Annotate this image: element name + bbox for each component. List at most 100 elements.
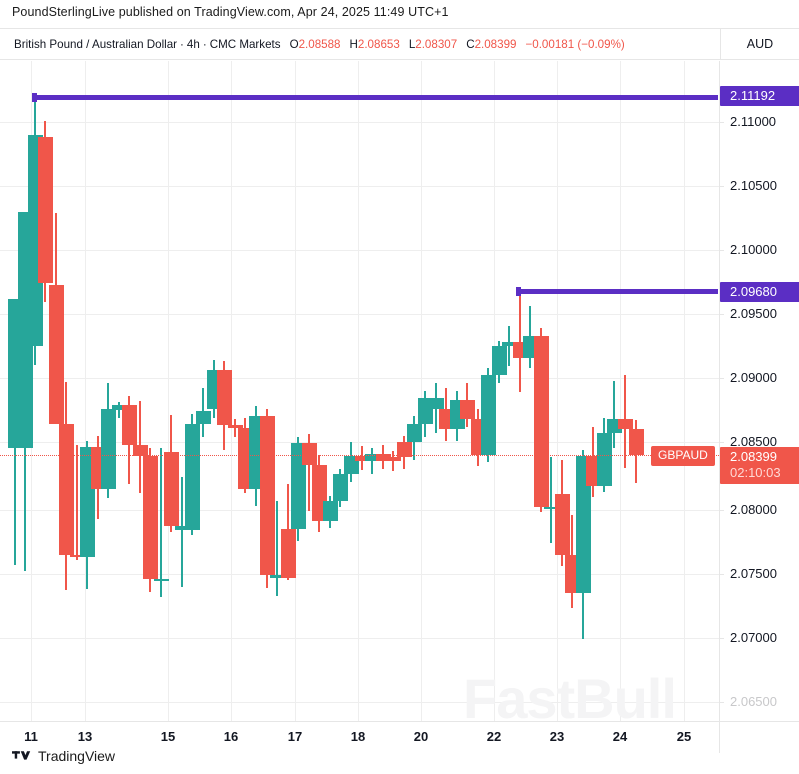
candle-body [385,457,401,462]
candle-body [322,500,338,522]
candle-body [111,404,127,410]
candle-body [354,456,370,462]
trendline-axis-tag[interactable]: 2.09680 [720,282,799,302]
candle-body [142,456,158,579]
horizontal-gridline [0,250,719,251]
horizontal-gridline [0,510,719,511]
candle-wick [613,380,615,449]
legend-open: O2.08588 [290,38,341,51]
axis-tag-price: 2.08399 [730,449,777,464]
legend-high-key: H [349,38,358,51]
candle-body [163,452,179,527]
price-axis[interactable]: 2.11000 2.10500 2.10000 2.09500 2.09000 2.085… [719,61,799,721]
axis-tag-price: 2.09680 [730,284,777,299]
candle-body [121,404,137,445]
legend-close-value: 2.08399 [474,38,517,51]
time-axis[interactable]: 11 13 15 16 17 18 20 22 23 24 25 [0,721,719,753]
price-axis-label: 2.09500 [730,306,777,321]
last-price-axis-tag[interactable]: 2.08399 02:10:03 [720,447,799,484]
axis-tag-price: 2.11192 [730,88,776,103]
legend-separator-2: · [202,38,207,51]
candle-wick [181,476,183,587]
horizontal-gridline [0,314,719,315]
time-axis-label: 22 [486,729,502,744]
candle-body [48,284,64,425]
time-axis-label: 11 [24,729,38,744]
horizontal-gridline [0,638,719,639]
price-axis-label: 2.08500 [730,434,777,449]
candle-body [37,137,53,284]
legend-close: C2.08399 [466,38,516,51]
horizontal-trendline[interactable] [516,288,718,294]
candle-body [628,429,644,455]
footer: TradingView [12,748,115,764]
candle-body [406,424,422,442]
candle-body [364,453,380,462]
candle-body [259,416,275,576]
time-axis-label: 24 [612,729,628,744]
vertical-gridline [620,61,621,721]
candle-wick [308,434,310,512]
candle-wick [550,457,552,544]
price-axis-tick [720,378,724,379]
horizontal-gridline [0,574,719,575]
legend-change-value: −0.00181 (−0.09%) [525,38,625,51]
legend-interval: 4h [186,38,200,51]
trendline-axis-tag[interactable]: 2.11192 [720,86,799,106]
legend-low-value: 2.08307 [415,38,458,51]
candle-body [533,335,549,508]
legend-high: H2.08653 [350,38,400,51]
time-axis-label: 13 [77,729,93,744]
price-axis-tick [720,442,724,443]
candle-body [396,442,412,458]
tradingview-brand-label: TradingView [38,748,116,764]
candle-body [132,444,148,457]
price-axis-tick [720,314,724,315]
price-axis-tick [720,574,724,575]
price-axis-tick [720,638,724,639]
candle-wick [160,448,162,597]
vertical-gridline [295,61,296,721]
trendline-handle[interactable] [32,93,37,103]
candle-body [280,529,296,578]
vertical-gridline [231,61,232,721]
candle-wick [118,402,120,418]
price-axis-label: 2.09000 [730,370,777,385]
candle-body [58,424,74,555]
candle-body [491,346,507,376]
legend-open-key: O [289,38,299,51]
vertical-gridline [168,61,169,721]
time-axis-label: 25 [676,729,692,744]
candle-wick [234,418,236,437]
legend-close-key: C [466,38,475,51]
candle-body [554,494,570,555]
time-axis-label: 23 [549,729,565,744]
price-axis-label: 2.07000 [730,630,777,645]
tradingview-logo-icon [12,750,31,760]
candle-body [69,554,85,557]
horizontal-gridline [0,186,719,187]
candle-body [153,578,169,581]
time-axis-label: 17 [287,729,303,744]
candle-wick [76,444,78,560]
horizontal-trendline[interactable] [32,95,718,101]
price-axis-tick [720,510,724,511]
legend-low: L2.08307 [409,38,457,51]
legend-open-value: 2.08588 [298,38,341,51]
symbol-legend: British Pound / Australian Dollar · 4h ·… [14,29,625,60]
chart-plot-area[interactable]: GBPAUD [0,61,719,721]
price-axis-label: 2.06500 [730,694,777,709]
legend-high-value: 2.08653 [357,38,400,51]
candle-body [596,433,612,486]
candle-wick [55,212,57,339]
candle-body [100,408,116,490]
horizontal-gridline [0,378,719,379]
price-axis-tick [720,702,724,703]
axis-tag-countdown: 02:10:03 [730,465,781,480]
vertical-gridline [85,61,86,721]
candle-body [575,456,591,594]
candle-body [216,370,232,426]
trendline-handle[interactable] [516,286,521,296]
time-axis-label: 18 [350,729,366,744]
